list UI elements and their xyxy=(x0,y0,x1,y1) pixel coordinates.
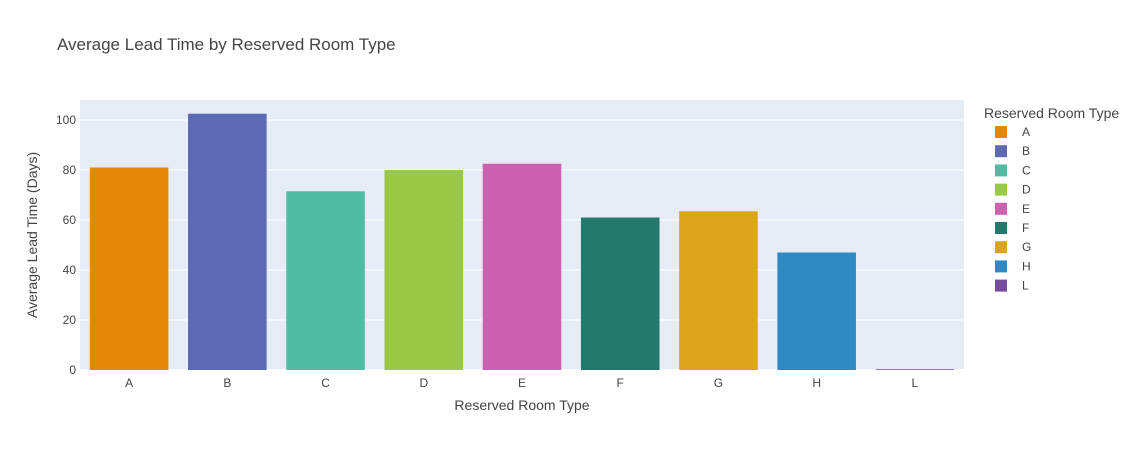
legend-title: Reserved Room Type xyxy=(984,105,1119,121)
x-tick-label: G xyxy=(714,376,723,390)
legend-item[interactable]: H xyxy=(995,259,1031,273)
legend-swatch xyxy=(995,183,1007,196)
legend-label: F xyxy=(1022,221,1029,235)
x-tick-label: B xyxy=(223,376,231,390)
y-tick-label: 40 xyxy=(63,263,77,277)
bar-L xyxy=(875,369,955,370)
y-axis-ticks: 0 20 40 60 80 100 xyxy=(56,113,76,377)
x-tick-label: C xyxy=(321,376,330,390)
y-axis-title: Average Lead Time (Days) xyxy=(24,152,40,318)
legend-swatch xyxy=(995,260,1007,273)
x-tick-label: E xyxy=(518,376,526,390)
legend-label: H xyxy=(1022,259,1031,273)
bar-F xyxy=(580,217,660,370)
bar-G xyxy=(679,211,758,370)
y-tick-label: 100 xyxy=(56,113,76,127)
legend-label: L xyxy=(1022,279,1029,293)
bar-H xyxy=(777,252,856,370)
legend-swatch xyxy=(995,241,1007,254)
x-tick-label: F xyxy=(617,376,624,390)
legend-label: E xyxy=(1022,202,1030,216)
y-tick-label: 60 xyxy=(63,213,77,227)
y-tick-label: 20 xyxy=(63,313,77,327)
y-tick-label: 0 xyxy=(69,363,76,377)
legend-swatch xyxy=(995,202,1007,215)
legend-label: G xyxy=(1022,240,1031,254)
legend-swatch xyxy=(995,145,1007,158)
legend-item[interactable]: D xyxy=(995,183,1031,197)
legend-item[interactable]: B xyxy=(995,144,1030,158)
legend-label: A xyxy=(1022,125,1030,139)
legend-item[interactable]: C xyxy=(995,163,1031,177)
x-tick-label: L xyxy=(912,376,919,390)
legend-item[interactable]: L xyxy=(995,279,1029,293)
x-axis-title: Reserved Room Type xyxy=(454,397,589,413)
bar-C xyxy=(286,191,365,370)
legend-swatch xyxy=(995,279,1007,292)
y-tick-label: 80 xyxy=(63,163,77,177)
legend-label: B xyxy=(1022,144,1030,158)
legend-swatch xyxy=(995,222,1007,234)
legend-swatch xyxy=(995,126,1007,138)
legend-item[interactable]: F xyxy=(995,221,1029,235)
bar-B xyxy=(188,113,267,370)
legend-label: D xyxy=(1022,183,1031,197)
bar-A xyxy=(89,167,169,370)
legend-swatch xyxy=(995,164,1007,177)
legend-item[interactable]: G xyxy=(995,240,1031,254)
bar-D xyxy=(384,170,464,370)
legend-item[interactable]: E xyxy=(995,202,1030,216)
bars xyxy=(89,113,955,370)
legend-item[interactable]: A xyxy=(995,125,1030,139)
x-tick-label: D xyxy=(419,376,428,390)
x-tick-label: A xyxy=(125,376,133,390)
legend-label: C xyxy=(1022,163,1031,177)
x-tick-label: H xyxy=(812,376,821,390)
bar-E xyxy=(482,163,562,370)
chart-title: Average Lead Time by Reserved Room Type xyxy=(57,35,396,54)
